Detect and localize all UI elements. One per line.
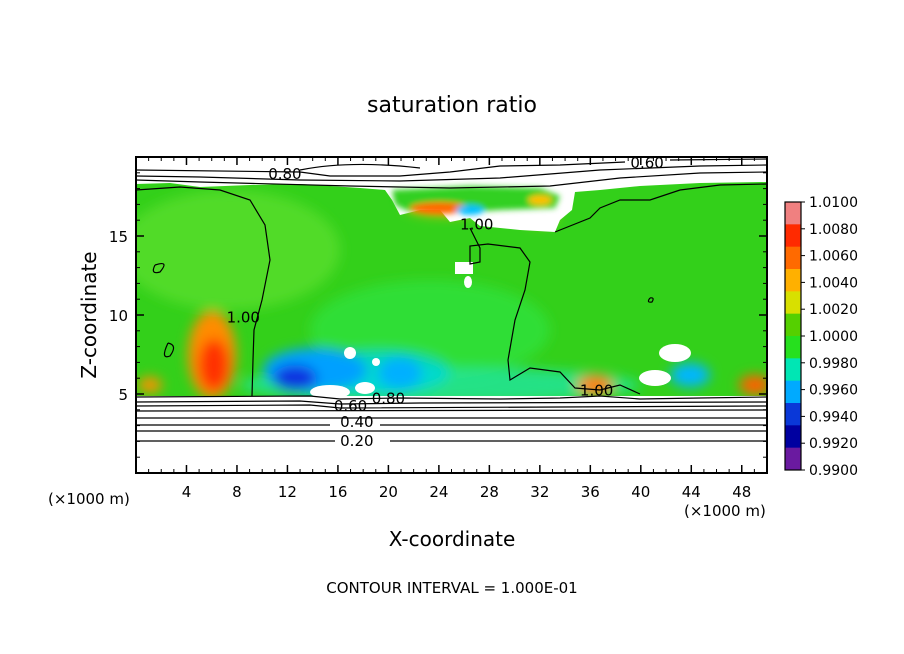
colorbar-swatch xyxy=(785,336,801,359)
colorbar-swatch xyxy=(785,403,801,426)
x-tick-label: 40 xyxy=(631,483,650,501)
x-tick-label: 12 xyxy=(278,483,297,501)
colorbar-swatch xyxy=(785,246,801,270)
colorbar-label: 0.9980 xyxy=(809,356,858,372)
y-tick-label: 10 xyxy=(109,307,128,325)
colorbar-swatch xyxy=(785,447,801,471)
plot-area: 0.800.601.001.001.000.800.600.400.20 xyxy=(136,154,767,473)
contour-interval-label: CONTOUR INTERVAL = 1.000E-01 xyxy=(326,579,577,597)
x-tick-label: 32 xyxy=(530,483,549,501)
x-tick-label: 20 xyxy=(379,483,398,501)
colorbar-swatch xyxy=(785,291,801,315)
colorbar-swatch xyxy=(785,313,801,337)
colorbar-label: 1.0040 xyxy=(809,275,858,291)
chart-title: saturation ratio xyxy=(367,93,537,118)
colorbar-swatch xyxy=(785,202,801,225)
contour-label: 1.00 xyxy=(460,216,493,234)
lower-white-region xyxy=(136,396,767,473)
x-tick-label: 24 xyxy=(429,483,448,501)
x-tick-label: 36 xyxy=(581,483,600,501)
contour-lines xyxy=(136,158,767,442)
contour-label: 0.60 xyxy=(334,397,367,415)
x-tick-label: 16 xyxy=(328,483,347,501)
colorbar-swatch xyxy=(785,269,801,292)
colorbar-label: 1.0100 xyxy=(809,195,858,211)
x-tick-label: 8 xyxy=(232,483,242,501)
colorbar-label: 0.9920 xyxy=(809,436,858,452)
x-unit-right: (×1000 m) xyxy=(684,502,766,520)
x-tick-label: 48 xyxy=(732,483,751,501)
contour-label: 0.20 xyxy=(340,432,373,450)
contour-label: 0.80 xyxy=(268,165,301,183)
contour-label: 0.80 xyxy=(372,389,405,407)
y-tick-label: 15 xyxy=(109,228,128,246)
contour-label: 0.60 xyxy=(630,154,663,172)
colorbar-swatch xyxy=(785,380,801,404)
x-unit-left: (×1000 m) xyxy=(48,490,130,508)
colorbar-label: 0.9900 xyxy=(809,463,858,479)
contour-label: 0.40 xyxy=(340,413,373,431)
y-tick-label: 5 xyxy=(118,386,128,404)
colorbar: 1.0100 1.0080 1.0060 1.0040 1.0020 1.0000 0.99… xyxy=(784,195,858,479)
colorbar-label: 0.9960 xyxy=(809,383,858,399)
colorbar-label: 0.9940 xyxy=(809,409,858,425)
colorbar-label: 1.0060 xyxy=(809,249,858,265)
x-tick-label: 4 xyxy=(182,483,192,501)
colorbar-swatch xyxy=(785,358,801,382)
contour-label: 1.00 xyxy=(227,309,260,327)
colorbar-label: 1.0020 xyxy=(809,302,858,318)
contour-label: 1.00 xyxy=(580,381,613,399)
colorbar-swatch xyxy=(785,425,801,449)
colorbar-label: 1.0000 xyxy=(809,329,858,345)
colorbar-label: 1.0080 xyxy=(809,222,858,238)
x-tick-label: 44 xyxy=(682,483,701,501)
y-axis-label: Z-coordinate xyxy=(77,251,101,378)
x-tick-label: 28 xyxy=(480,483,499,501)
colorbar-swatch xyxy=(785,224,801,248)
x-axis-label: X-coordinate xyxy=(389,527,516,551)
